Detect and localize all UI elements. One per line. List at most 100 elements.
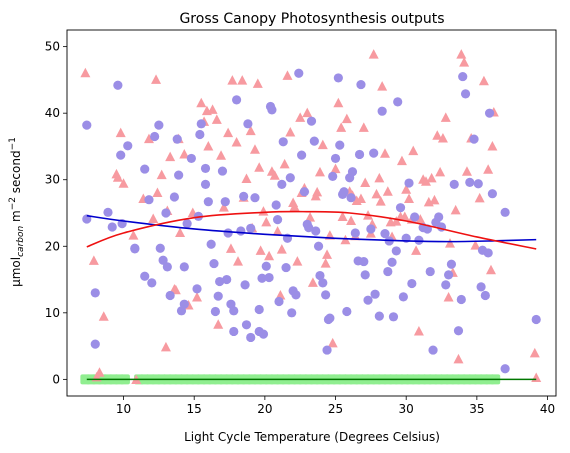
pink-triangle [374,172,385,183]
purple-circle [484,108,495,118]
pink-triangle [143,133,154,144]
purple-circle [339,187,349,197]
pink-triangle [128,230,139,240]
purple-circle [473,179,483,189]
purple-circle [311,226,321,236]
pink-triangle [382,186,393,196]
purple-circle [377,106,387,116]
pink-triangle [368,49,379,59]
pink-triangle [314,166,325,177]
y-label-sup2: −1 [8,137,18,150]
pink-triangle [175,227,186,237]
pink-triangle [225,243,236,253]
pink-triangle [252,78,263,88]
pink-triangle [305,212,316,222]
plot-background [67,30,556,396]
purple-circle [215,276,225,287]
pink-triangle [245,125,256,136]
pink-triangle [478,75,489,86]
pink-triangle [307,277,318,287]
purple-circle [333,73,343,83]
pink-triangle [249,144,260,154]
purple-circle [325,313,335,323]
fit-lines [86,210,537,381]
purple-circle [291,290,301,300]
pink-triangle [261,216,272,227]
pink-triangle [302,107,313,118]
pink-triangle [227,75,238,85]
pink-triangle [445,238,456,248]
pink-triangle [443,292,454,302]
purple-circle [483,248,493,258]
purple-circle [179,262,189,272]
pink-triangle [192,292,203,302]
pink-triangle [254,162,265,172]
purple-circle [113,80,123,90]
series-layer [80,49,542,385]
purple-circle [155,243,165,253]
purple-circle [313,241,324,251]
purple-circle [278,137,288,147]
red-fit-line [86,210,537,250]
pink-triangle [292,256,303,266]
x-tick-label: 30 [399,402,414,416]
purple-circle [239,191,249,201]
purple-circle [174,170,184,180]
pink-triangle [320,258,331,268]
pink-triangle [440,112,451,122]
purple-circle [425,266,435,277]
pink-triangle [358,122,369,132]
pink-triangle [282,70,293,80]
pink-triangle [396,155,407,166]
purple-circle [500,364,510,374]
purple-circle [186,153,196,164]
pink-triangle [207,104,218,114]
purple-circle [261,261,271,271]
pink-triangle [399,211,410,221]
pink-triangle [426,172,437,183]
purple-circle [274,296,284,307]
purple-circle [195,129,205,140]
pink-triangle [375,196,386,206]
purple-circle [82,120,92,130]
x-tick-label: 20 [257,402,272,416]
purple-circle [144,195,154,205]
purple-circle [322,345,332,355]
purple-circle [315,270,325,281]
pink-triangle [529,347,540,358]
purple-circle [192,284,202,294]
purple-circle [309,136,319,146]
purple-circle [458,71,468,82]
x-tick-label: 25 [328,402,343,416]
pink-triangle [379,148,390,158]
purple-circle [158,255,168,265]
purple-circle [404,178,414,188]
pink-triangle [408,145,419,156]
pink-triangle [80,67,91,78]
purple-circle [169,192,180,202]
pink-triangle [377,81,388,91]
purple-circle [179,299,189,309]
purple-circle [335,140,345,150]
pink-triangle [322,249,333,259]
pink-triangle [336,122,347,132]
pink-triangle [341,113,352,124]
pink-triangle [450,204,461,215]
purple-circle [460,89,471,99]
purple-circle [231,95,242,105]
purple-circle [90,288,100,298]
blue-fit-line [86,214,537,243]
pink-triangle [94,367,105,377]
purple-circle [154,120,164,130]
purple-circle [297,150,307,160]
pink-triangle [415,214,426,224]
purple-circle [369,148,379,158]
purple-circle [395,203,406,213]
purple-circle [318,278,328,288]
pink-triangle [264,250,275,261]
x-tick-label: 15 [187,402,202,416]
pink-triangle [295,112,306,122]
pink-triangle [231,136,242,147]
purple-circle [200,163,211,174]
purple-circle [299,187,310,197]
